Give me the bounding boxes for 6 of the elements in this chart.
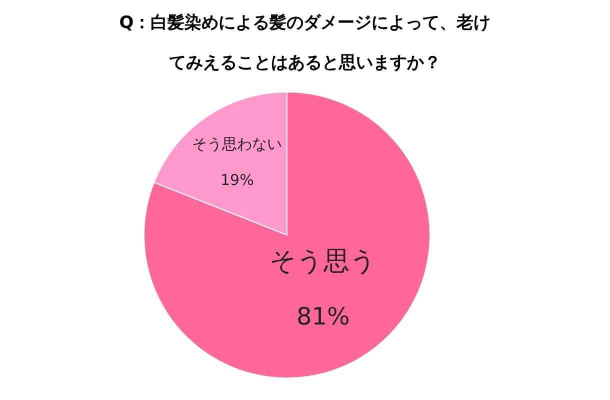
- slice-label: そう思う: [270, 246, 377, 276]
- slice-label: そう思わない: [192, 134, 282, 153]
- pie-slice: [144, 92, 430, 378]
- chart-title: Q：白髪染めによる髪のダメージによって、老けてみえることはあると思いますか？: [119, 13, 491, 73]
- data-label: 81%: [296, 302, 350, 331]
- data-label: 19%: [220, 170, 254, 189]
